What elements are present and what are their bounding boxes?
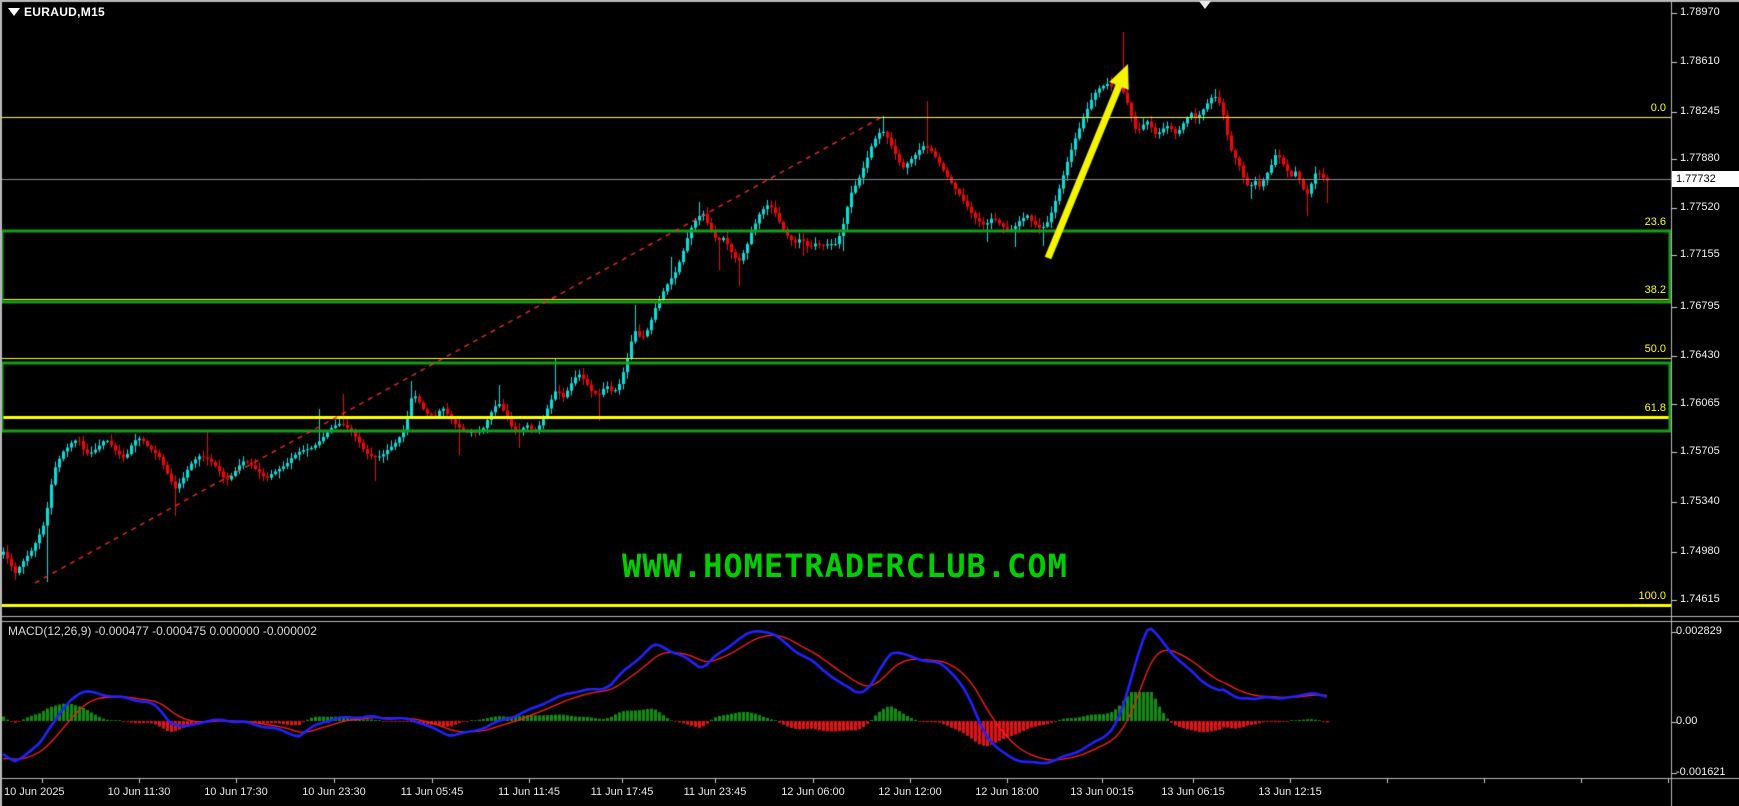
time-axis-label: 12 Jun 12:00 [878,786,942,798]
price-axis-label: 1.74615 [1680,593,1720,605]
price-axis-label: 1.77520 [1680,201,1720,213]
time-axis-label: 11 Jun 11:45 [498,786,560,798]
fib-level-label: 38.2 [1644,284,1666,296]
macd-axis-label: 0.00 [1676,715,1698,727]
time-axis-label: 12 Jun 18:00 [975,786,1039,798]
symbol-timeframe-label: EURAUD,M15 [24,5,106,19]
time-axis-label: 10 Jun 11:30 [107,786,171,798]
macd-axis-label: -0.001621 [1676,766,1726,778]
time-axis-label: 13 Jun 12:15 [1258,786,1322,798]
fib-level-label: 100.0 [1638,590,1666,602]
price-axis-label: 1.74980 [1680,545,1720,557]
time-axis-label: 13 Jun 06:15 [1161,786,1225,798]
current-price-badge: 1.77732 [1672,171,1739,187]
price-axis-label: 1.75340 [1680,495,1720,507]
time-axis-label: 12 Jun 06:00 [781,786,845,798]
fib-level-label: 61.8 [1644,402,1666,414]
price-axis-label: 1.76795 [1680,300,1720,312]
time-axis-label: 13 Jun 00:15 [1070,786,1134,798]
indicator-name: MACD(12,26,9) [8,624,92,638]
price-axis-label: 1.76430 [1680,349,1720,361]
price-axis-label: 1.78610 [1680,55,1720,67]
fib-level-label: 50.0 [1644,343,1666,355]
symbol-dropdown-icon[interactable] [8,8,20,16]
time-axis-label: 11 Jun 23:45 [683,786,747,798]
fib-level-label: 0.0 [1650,102,1666,114]
time-axis-label: 10 Jun 17:30 [204,786,268,798]
watermark-text: WWW.HOMETRADERCLUB.COM [622,547,1068,585]
chart-shift-marker-icon[interactable] [1199,1,1211,9]
macd-indicator-label: MACD(12,26,9) -0.000477 -0.000475 0.0000… [8,624,317,638]
indicator-values: -0.000477 -0.000475 0.000000 -0.000002 [94,624,317,638]
macd-axis-label: 0.002829 [1676,625,1722,637]
price-axis-label: 1.78970 [1680,6,1720,18]
price-axis-label: 1.78245 [1680,105,1720,117]
fib-level-label: 23.6 [1644,216,1666,228]
price-axis-label: 1.77880 [1680,152,1720,164]
price-axis-label: 1.75705 [1680,445,1720,457]
time-axis-label: 10 Jun 2025 [4,786,65,798]
price-axis-label: 1.77155 [1680,248,1720,260]
time-axis-label: 11 Jun 05:45 [400,786,464,798]
time-axis-label: 11 Jun 17:45 [590,786,654,798]
price-axis-label: 1.76065 [1680,397,1720,409]
time-axis-label: 10 Jun 23:30 [302,786,366,798]
